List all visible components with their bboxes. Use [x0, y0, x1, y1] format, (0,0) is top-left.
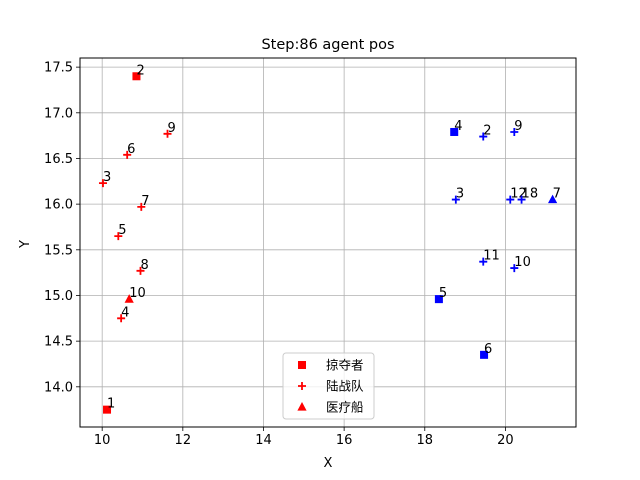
y-tick-label: 14.5	[44, 335, 73, 350]
point-label: 11	[483, 249, 500, 264]
point-label: 6	[484, 342, 492, 357]
blue-plus-point	[506, 195, 515, 204]
red-plus-point	[163, 129, 172, 138]
red-square-point	[132, 72, 141, 81]
point-label: 6	[127, 142, 135, 157]
blue-square-point	[480, 350, 489, 359]
grid	[80, 58, 576, 427]
x-tick-label: 20	[497, 433, 514, 448]
red-plus-point	[136, 266, 145, 275]
red-square-point	[103, 405, 112, 414]
y-tick-label: 16.0	[44, 198, 73, 213]
y-tick-label: 17.5	[44, 61, 73, 76]
y-tick-label: 16.5	[44, 152, 73, 167]
axis-ticks: 10 12 14 16 18 2014.014.515.015.516.016.517.0…	[44, 61, 514, 448]
blue-plus-point	[510, 264, 519, 273]
x-axis-label: X	[324, 456, 333, 471]
point-label: 5	[439, 286, 447, 301]
legend-triangle-marker	[297, 402, 307, 411]
x-tick-label: 18	[417, 433, 434, 448]
blue-plus-point	[451, 195, 460, 204]
red-plus-point	[137, 202, 146, 211]
plot-frame	[79, 57, 577, 428]
point-label: 9	[168, 121, 176, 136]
blue-plus-point	[517, 195, 526, 204]
point-label: 7	[553, 187, 561, 202]
y-tick-label: 15.0	[44, 289, 73, 304]
blue-plus-point	[479, 132, 488, 141]
y-axis-label: Y	[18, 240, 33, 249]
point-label: 8	[140, 258, 148, 273]
point-label: 2	[136, 63, 144, 78]
chart-title: Step:86 agent pos	[261, 37, 394, 53]
x-tick-label: 14	[255, 433, 272, 448]
legend-plus-marker	[298, 382, 306, 390]
point-label: 12	[510, 187, 527, 202]
blue-plus-point	[510, 127, 519, 136]
point-label: 5	[118, 223, 126, 238]
point-label: 2	[483, 124, 491, 139]
y-tick-label: 14.0	[44, 380, 73, 395]
x-tick-label: 16	[336, 433, 353, 448]
legend-label: 医疗船	[326, 400, 364, 415]
legend-square-marker	[298, 361, 306, 369]
x-tick-label: 12	[175, 433, 192, 448]
red-plus-point	[98, 179, 107, 188]
y-tick-label: 17.0	[44, 106, 73, 121]
point-label: 18	[522, 187, 539, 202]
point-label: 3	[103, 170, 111, 185]
red-plus-point	[114, 232, 123, 241]
point-label: 9	[514, 119, 522, 134]
y-tick-label: 15.5	[44, 243, 73, 258]
point-label: 1	[107, 397, 115, 412]
blue-triangle-point	[548, 194, 558, 204]
legend-label: 陆战队	[326, 379, 364, 394]
red-triangle-point	[124, 294, 134, 303]
blue-square-point	[434, 295, 443, 304]
x-tick-label: 10	[94, 433, 111, 448]
red-plus-point	[117, 314, 126, 323]
point-label: 4	[121, 305, 129, 320]
legend-box	[282, 352, 375, 420]
point-label: 4	[454, 119, 462, 134]
blue-plus-point	[479, 257, 488, 266]
point-label: 7	[141, 194, 149, 209]
point-label: 10	[514, 255, 531, 270]
red-plus-point	[123, 150, 132, 159]
blue-square-point	[450, 127, 459, 136]
legend-label: 掠夺者	[326, 358, 364, 373]
point-label: 3	[456, 187, 464, 202]
point-label: 10	[129, 286, 146, 301]
